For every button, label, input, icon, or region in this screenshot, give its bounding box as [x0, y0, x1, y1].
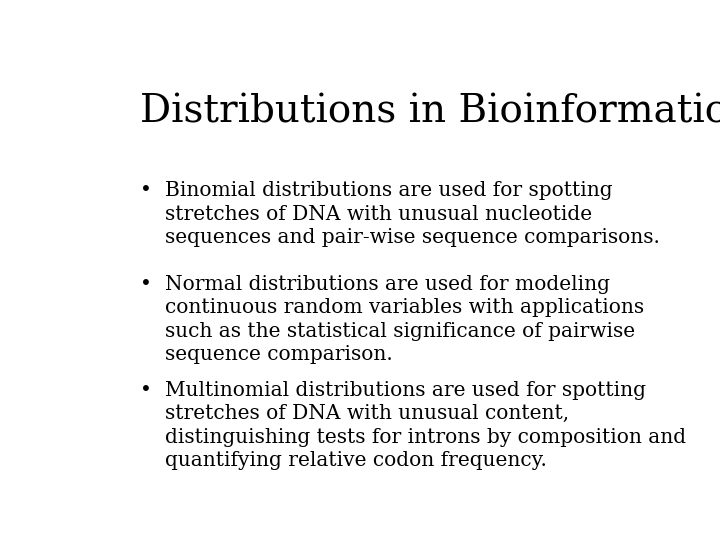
Text: •: •: [140, 381, 152, 400]
Text: Binomial distributions are used for spotting
stretches of DNA with unusual nucle: Binomial distributions are used for spot…: [166, 181, 660, 247]
Text: Multinomial distributions are used for spotting
stretches of DNA with unusual co: Multinomial distributions are used for s…: [166, 381, 686, 470]
Text: •: •: [140, 275, 152, 294]
Text: Distributions in Bioinformatics: Distributions in Bioinformatics: [140, 94, 720, 131]
Text: •: •: [140, 181, 152, 200]
Text: Normal distributions are used for modeling
continuous random variables with appl: Normal distributions are used for modeli…: [166, 275, 644, 364]
